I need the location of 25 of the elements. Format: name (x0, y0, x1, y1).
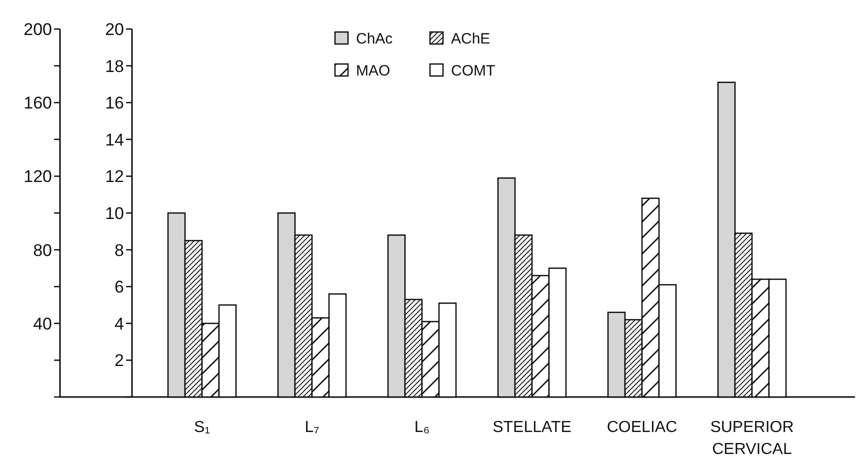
y-tick-label: 2 (114, 351, 124, 370)
y2-tick-label: 80 (33, 240, 52, 260)
y2-tick-label: 160 (24, 94, 52, 113)
legend-label: COMT (451, 62, 496, 80)
y2-tick-label: 120 (24, 167, 52, 186)
x-tick-label: L₆ (414, 419, 430, 436)
x-tick-label: COELIAC (606, 419, 678, 436)
y-tick-label: 6 (114, 278, 124, 297)
y-tick-label: 4 (114, 314, 124, 334)
y-tick-label: 14 (105, 130, 124, 150)
y-tick-label: 8 (114, 240, 124, 260)
legend-label: AChE (451, 30, 490, 48)
y-tick-label: 20 (105, 20, 124, 39)
y-tick-label: 10 (105, 204, 124, 223)
y-tick-label: 12 (105, 167, 124, 186)
legend-label: ChAc (356, 30, 394, 48)
x-tick-label: L₇ (304, 419, 320, 436)
x-tick-label: STELLATE (492, 419, 572, 436)
y2-tick-label: 200 (24, 20, 52, 39)
y-tick-label: 18 (105, 56, 124, 76)
x-tick-label: SUPERIOR CERVICAL (710, 419, 794, 458)
y-tick-label: 16 (105, 94, 124, 113)
x-tick-label: S₁ (194, 419, 210, 436)
y2-tick-label: 40 (33, 314, 52, 334)
legend-label: MAO (356, 62, 390, 80)
